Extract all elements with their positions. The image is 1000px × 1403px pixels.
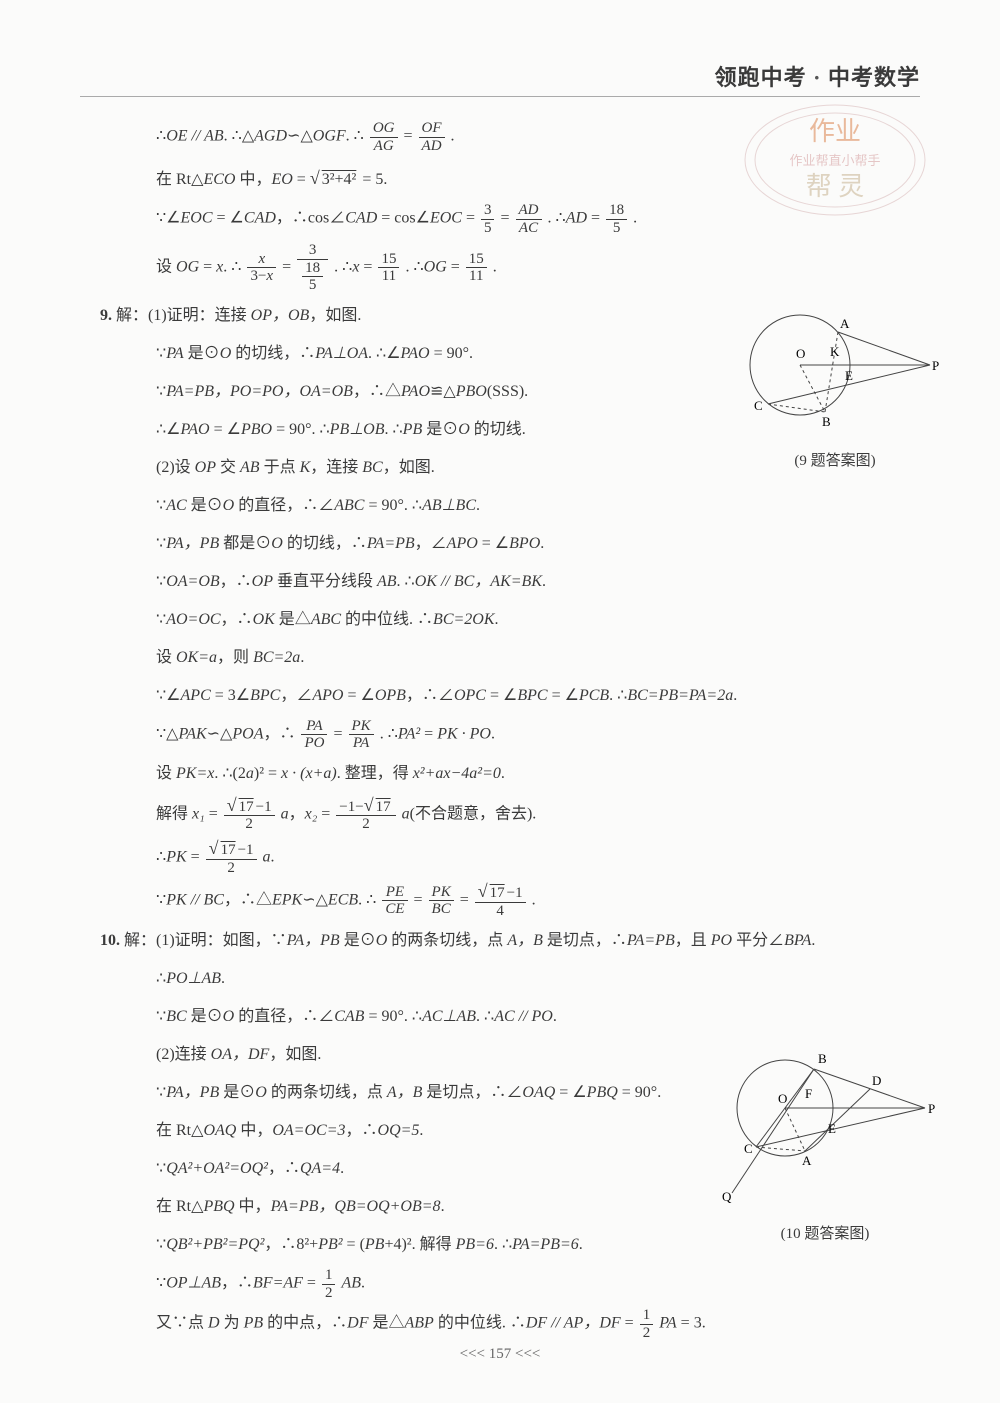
header-left: 领跑中考 bbox=[715, 65, 807, 90]
content: ∴OE // AB. ∴△AGD∽△OGF. ∴ OGAG = OFAD . 在… bbox=[100, 120, 930, 1341]
page-header: 领跑中考 · 中考数学 bbox=[715, 60, 920, 92]
pre9-line1: ∴OE // AB. ∴△AGD∽△OGF. ∴ OGAG = OFAD . bbox=[100, 120, 930, 154]
q9-p10: ∵∠APC = 3∠BPC，∠APO = ∠OPB，∴∠OPC = ∠BPC =… bbox=[100, 680, 930, 712]
header-rule bbox=[80, 96, 920, 97]
q10-number: 10. bbox=[100, 932, 120, 949]
q9-p7: ∵OA=OB，∴OP 垂直平分线段 AB. ∴OK // BC，AK=BK. bbox=[100, 566, 930, 598]
q9-p13: 解得 x₁ = √17−12 a，x₂ = −1−√172 a(不合题意，舍去)… bbox=[100, 796, 930, 833]
svg-text:E: E bbox=[845, 368, 853, 383]
svg-text:C: C bbox=[744, 1141, 753, 1156]
q9-figure-caption: (9 题答案图) bbox=[730, 446, 940, 476]
q9-p6: ∵PA，PB 都是⊙O 的切线，∴PA=PB，∠APO = ∠BPO. bbox=[100, 528, 930, 560]
svg-text:D: D bbox=[872, 1073, 881, 1088]
q9-figure: O A B C P K E (9 题答案图) bbox=[730, 300, 940, 476]
svg-text:A: A bbox=[802, 1153, 812, 1168]
page-number-value: 157 bbox=[489, 1346, 512, 1362]
q9-p14: ∴PK = √17−12 a. bbox=[100, 839, 930, 876]
header-right: 中考数学 bbox=[828, 65, 920, 90]
q10-figure-caption: (10 题答案图) bbox=[710, 1219, 940, 1249]
page-number-left: <<< bbox=[460, 1346, 485, 1362]
svg-text:P: P bbox=[928, 1101, 935, 1116]
q10-figure: O A B C P Q D E F (10 题答案图) bbox=[710, 1033, 940, 1249]
svg-text:B: B bbox=[818, 1051, 827, 1066]
svg-text:E: E bbox=[828, 1121, 836, 1136]
q10-p1: ∴PO⊥AB. bbox=[100, 963, 930, 995]
q9-head: 9. 解：(1)证明：连接 OP，OB，如图. O A B C P K bbox=[100, 300, 930, 332]
q10-p2: ∵BC 是⊙O 的直径，∴∠CAB = 90°. ∴AC⊥AB. ∴AC // … bbox=[100, 1001, 930, 1033]
q9-p12: 设 PK=x. ∴(2a)² = x · (x+a). 整理，得 x²+ax−4… bbox=[100, 758, 930, 790]
q10-p10: 又∵点 D 为 PB 的中点，∴DF 是△ABP 的中位线. ∴DF // AP… bbox=[100, 1307, 930, 1341]
q9-p15: ∵PK // BC，∴△EPK∽△ECB. ∴ PECE = PKBC = √1… bbox=[100, 882, 930, 919]
svg-text:C: C bbox=[754, 398, 763, 413]
svg-text:B: B bbox=[822, 414, 831, 429]
svg-text:A: A bbox=[840, 316, 850, 331]
q9-p8: ∵AO=OC，∴OK 是△ABC 的中位线. ∴BC=2OK. bbox=[100, 604, 930, 636]
svg-text:Q: Q bbox=[722, 1189, 732, 1203]
q10-p9: ∵OP⊥AB，∴BF=AF = 12 AB. bbox=[100, 1267, 930, 1301]
page-number: <<< 157 <<< bbox=[0, 1346, 1000, 1363]
pre9-line4: 设 OG = x. ∴ x3−x = 3185 . ∴x = 1511 . ∴O… bbox=[100, 242, 930, 294]
header-sep: · bbox=[813, 65, 821, 90]
svg-text:K: K bbox=[830, 344, 840, 359]
page-number-right: <<< bbox=[515, 1346, 540, 1362]
svg-text:O: O bbox=[796, 346, 805, 361]
svg-text:P: P bbox=[932, 358, 939, 373]
q10-p3: (2)连接 OA，DF，如图. O A B C P bbox=[100, 1039, 930, 1071]
pre9-line2: 在 Rt△ECO 中，EO = √3²+4² = 5. bbox=[100, 160, 930, 196]
svg-text:O: O bbox=[778, 1091, 787, 1106]
pre9-line3: ∵∠EOC = ∠CAD，∴cos∠CAD = cos∠EOC = 35 = A… bbox=[100, 202, 930, 236]
page: 领跑中考 · 中考数学 作业 作业帮直小帮手 帮 灵 ∴OE // AB. ∴△… bbox=[0, 0, 1000, 1403]
q9-number: 9. bbox=[100, 307, 112, 324]
svg-text:F: F bbox=[805, 1086, 812, 1101]
q10-head: 10. 解：(1)证明：如图，∵PA，PB 是⊙O 的两条切线，点 A，B 是切… bbox=[100, 925, 930, 957]
q9-p5: ∵AC 是⊙O 的直径，∴∠ABC = 90°. ∴AB⊥BC. bbox=[100, 490, 930, 522]
q9-p9: 设 OK=a，则 BC=2a. bbox=[100, 642, 930, 674]
q9-p11: ∵△PAK∽△POA，∴ PAPO = PKPA . ∴PA² = PK · P… bbox=[100, 718, 930, 752]
